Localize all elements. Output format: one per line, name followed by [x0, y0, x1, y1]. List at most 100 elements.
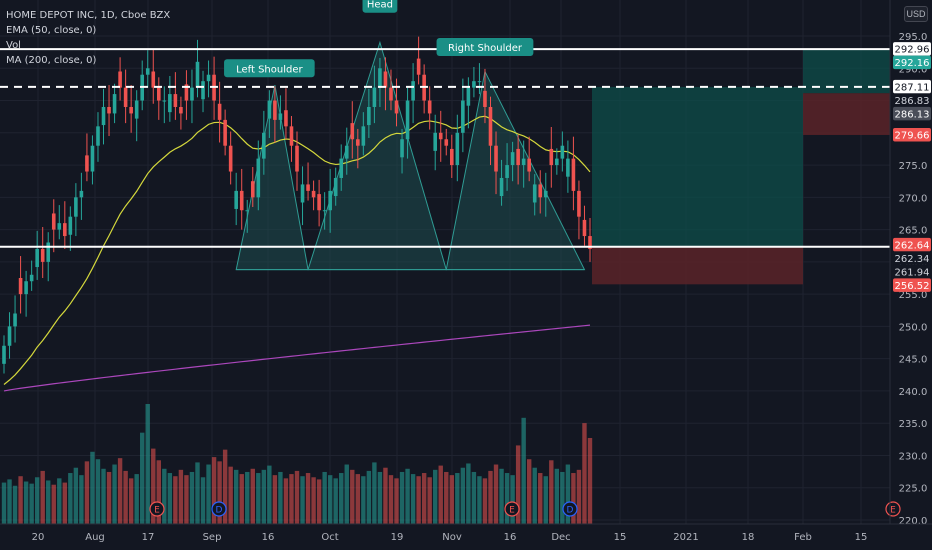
candle-body: [228, 145, 233, 172]
volume-bar: [388, 475, 394, 524]
candle-body: [85, 155, 89, 172]
time-tick-label: Nov: [442, 532, 462, 543]
volume-bar: [565, 464, 571, 524]
pattern-label: Head: [367, 0, 393, 11]
candle-body: [51, 213, 56, 230]
currency-badge[interactable]: USD: [904, 6, 928, 22]
candle-body: [223, 119, 227, 146]
volume-bar: [582, 423, 587, 524]
volume-bar: [167, 473, 173, 524]
legend-ema[interactable]: EMA (50, close, 0): [6, 25, 97, 36]
price-tick-label: 245.0: [899, 355, 928, 366]
volume-bar: [46, 480, 51, 524]
volume-bar: [510, 475, 515, 524]
time-axis[interactable]: 20 Aug 17 Sep 16 Oct 19 Nov 16 Dec 15 2021 18 Feb 15: [0, 523, 932, 543]
candle-body: [195, 61, 200, 88]
price-tick-label: 240.0: [899, 387, 928, 398]
candle-body: [206, 74, 211, 82]
position-zones: [592, 49, 890, 285]
candle-body: [510, 152, 515, 166]
volume-bar: [256, 473, 261, 524]
volume-bar: [294, 470, 300, 524]
price-tick-label: 270.0: [899, 193, 928, 204]
volume-bar: [543, 476, 548, 524]
volume-bar: [493, 464, 499, 524]
volume-bar: [421, 473, 427, 524]
price-tick-label: 220.0: [899, 516, 928, 527]
price-tick-label: 295.0: [899, 32, 928, 43]
candle-body: [123, 87, 128, 107]
volume-bar: [228, 466, 233, 524]
volume-bar: [162, 468, 167, 524]
candle-body: [267, 100, 272, 119]
legend-vol[interactable]: Vol: [6, 40, 21, 51]
price-label: 262.64: [895, 240, 930, 251]
candle-body: [538, 184, 543, 198]
candle-body: [461, 100, 465, 133]
price-label: 286.83: [895, 96, 930, 107]
volume-bar: [189, 471, 195, 524]
volume-bar: [145, 404, 150, 524]
time-tick-label: Feb: [794, 532, 812, 543]
volume-bar: [95, 459, 101, 524]
price-label: 292.96: [895, 45, 930, 56]
candle-body: [499, 177, 504, 197]
time-tick-label: Oct: [321, 532, 338, 543]
candle-body: [560, 145, 565, 159]
pattern-labels: Left Shoulder Head Right Shoulder: [224, 0, 534, 78]
candle-body: [245, 210, 250, 212]
volume-bar: [327, 475, 333, 524]
volume-bar: [206, 464, 211, 524]
candle-body: [532, 184, 537, 203]
time-tick-label: 16: [262, 532, 275, 543]
candle-body: [472, 81, 476, 88]
price-tick-label: 290.0: [899, 64, 928, 75]
volume-bar: [128, 478, 134, 524]
legend-ma[interactable]: MA (200, close, 0): [6, 55, 97, 66]
candle-body: [582, 219, 587, 237]
volume-bar: [29, 483, 34, 524]
candle-body: [488, 106, 493, 146]
candle-body: [300, 184, 305, 203]
volume-bar: [239, 474, 244, 524]
candle-body: [201, 81, 205, 100]
stop-zone-2: [803, 93, 890, 135]
volume-bar: [526, 459, 532, 524]
candle-body: [107, 106, 111, 114]
candle-body: [543, 190, 548, 198]
candle-body: [35, 248, 39, 268]
candle-body: [477, 81, 482, 83]
time-tick-label: Sep: [203, 532, 222, 543]
candle-body: [278, 113, 283, 120]
event-marker-label: D: [567, 506, 574, 516]
candle-body: [350, 123, 355, 140]
candle-body: [449, 148, 454, 166]
volume-bar: [117, 458, 123, 524]
candle-body: [378, 68, 382, 88]
candle-body: [179, 106, 183, 114]
candle-body: [411, 81, 415, 101]
volume-bar: [316, 479, 322, 524]
candle-body: [184, 84, 189, 101]
price-axis[interactable]: 220.0 225.0 230.0 235.0 240.0 245.0 250.0 255.0…: [889, 0, 931, 527]
volume-bar: [549, 460, 554, 524]
volume-bar: [283, 478, 289, 524]
candle-body: [151, 71, 156, 88]
time-tick-label: 19: [391, 532, 404, 543]
volume-bar: [455, 473, 460, 524]
candle-body: [134, 100, 139, 119]
volume-bar: [195, 462, 200, 524]
volume-bar: [355, 474, 361, 524]
candle-body: [145, 68, 150, 75]
volume-bar: [554, 468, 560, 524]
event-marker: [149, 501, 165, 517]
candle-body: [2, 345, 6, 364]
candle-body: [383, 71, 388, 88]
volume-bar: [394, 478, 399, 524]
volume-bar: [477, 476, 482, 524]
candle-body: [521, 158, 526, 166]
volume-bar: [438, 465, 443, 524]
pattern-label-box: [436, 37, 534, 56]
time-tick-label: Dec: [551, 532, 570, 543]
